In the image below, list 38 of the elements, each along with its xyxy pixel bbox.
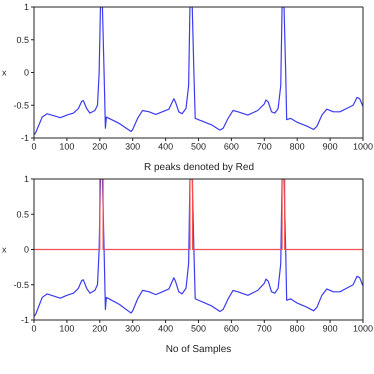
line-series (34, 179, 363, 318)
y-tick-label: 1 (24, 174, 29, 184)
x-tick-label: 900 (322, 141, 338, 152)
x-axis-title: No of Samples (166, 344, 232, 355)
x-tick-label: 500 (190, 323, 206, 334)
x-tick-label: 1000 (352, 323, 374, 334)
y-tick-label: 0.5 (16, 209, 29, 220)
x-tick-label: 100 (59, 323, 74, 334)
y-tick-label: 0 (24, 244, 29, 255)
y-tick-label: 0.5 (16, 34, 29, 45)
line-series (34, 7, 363, 136)
x-tick-label: 0 (31, 323, 37, 334)
x-tick-label: 900 (322, 323, 338, 334)
y-tick-label: -1 (20, 315, 29, 326)
y-tick-label: 1 (24, 2, 29, 12)
x-tick-label: 800 (290, 323, 305, 334)
x-tick-label: 300 (125, 323, 140, 334)
x-tick-label: 100 (59, 141, 74, 152)
x-tick-label: 800 (290, 141, 305, 152)
x-tick-label: 400 (158, 323, 174, 334)
y-tick-label: 0 (24, 68, 29, 78)
y-axis-title: x (2, 68, 7, 78)
chart-title: R peaks denoted by Red (142, 162, 256, 173)
x-tick-label: 0 (31, 141, 37, 152)
x-tick-label: 600 (224, 141, 239, 152)
x-tick-label: 700 (256, 141, 272, 152)
x-tick-label: 400 (158, 141, 174, 152)
y-tick-label: -1 (20, 133, 29, 144)
y-axis-title: x (2, 244, 7, 255)
x-tick-label: 200 (92, 141, 108, 152)
x-tick-label: 700 (256, 323, 272, 334)
x-tick-label: 1000 (352, 141, 374, 152)
x-tick-label: 200 (92, 323, 108, 334)
y-tick-label: -0.5 (13, 280, 29, 290)
x-tick-label: 600 (224, 323, 239, 334)
y-tick-label: -0.5 (13, 100, 29, 110)
x-tick-label: 300 (125, 141, 140, 152)
x-tick-label: 500 (190, 141, 206, 152)
